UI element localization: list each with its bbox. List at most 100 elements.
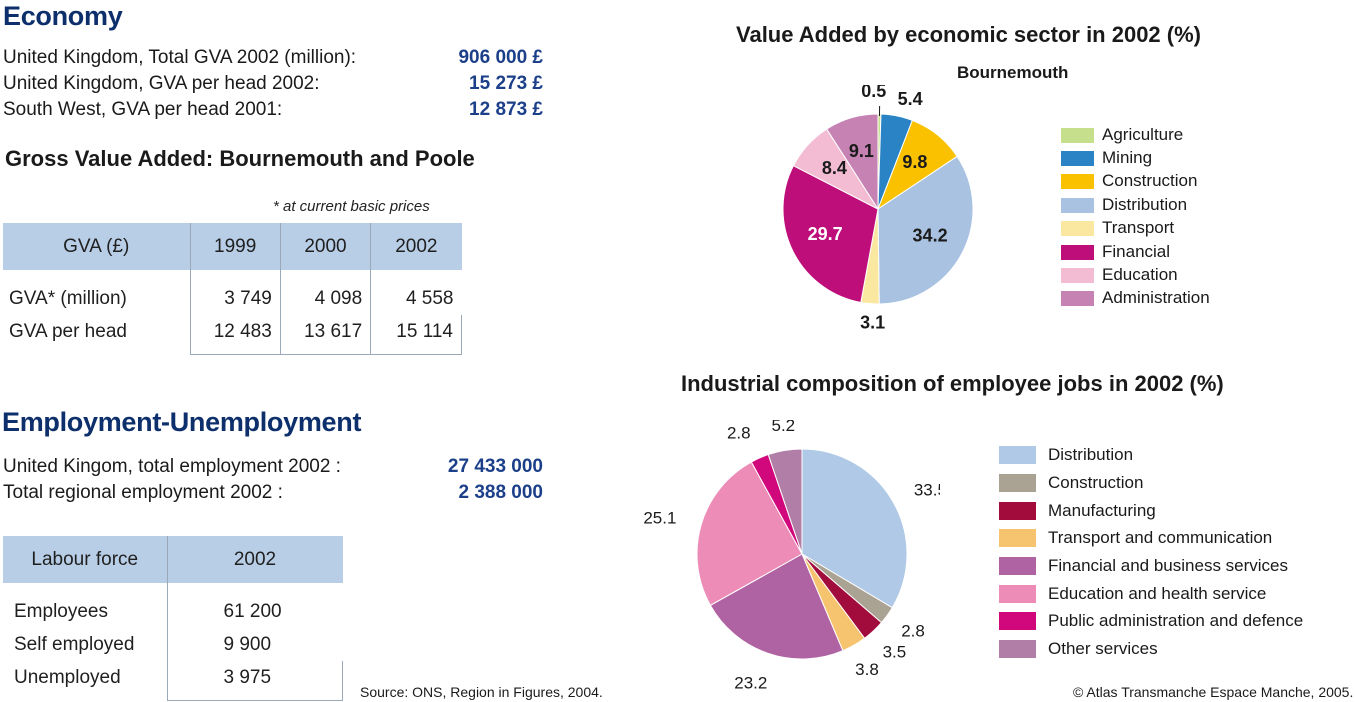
- legend-item: Construction: [999, 473, 1143, 493]
- legend-label: Manufacturing: [1048, 501, 1156, 520]
- legend-item: Public administration and defence: [999, 611, 1303, 631]
- legend-label: Public administration and defence: [1048, 611, 1304, 630]
- table-cell: 15 114: [370, 315, 462, 355]
- legend-swatch: [999, 640, 1036, 658]
- legend-swatch: [999, 585, 1036, 603]
- table-cell: 3 975: [166, 661, 343, 701]
- legend-item: Transport: [1061, 218, 1174, 238]
- table-cell: 4 098: [279, 270, 371, 315]
- legend-label: Financial and business services: [1048, 556, 1289, 575]
- pie-slice-label: 9.8: [902, 152, 927, 172]
- stat-label: United Kingdom, Total GVA 2002 (million)…: [3, 47, 357, 68]
- legend-label: Agriculture: [1102, 125, 1184, 144]
- stat-value: 27 433 000: [447, 456, 543, 477]
- legend-swatch: [999, 612, 1036, 630]
- table-header-row: GVA (£) 1999 2000 2002: [3, 223, 462, 270]
- table-cell: Employees: [14, 600, 108, 622]
- employee-jobs-pie-chart: 33.5 2.8 3.53.8 23.2 25.1 2.8 5.2: [643, 420, 940, 690]
- pie-slice: [877, 155, 974, 305]
- table-cell: 13 617: [279, 315, 371, 355]
- gva-title: Gross Value Added: Bournemouth and Poole: [5, 146, 475, 171]
- pie-slice-label: 2.8: [727, 423, 751, 442]
- legend-label: Other services: [1048, 639, 1158, 658]
- pie-slice: [709, 553, 844, 660]
- table-header: Labour force: [3, 536, 167, 583]
- legend-label: Distribution: [1102, 195, 1188, 214]
- table-header: 1999: [189, 223, 281, 270]
- legend-label: Transport and communication: [1048, 528, 1273, 547]
- gva-note: * at current basic prices: [273, 198, 430, 215]
- legend-swatch: [1061, 173, 1094, 189]
- legend-item: Financial and business services: [999, 556, 1288, 576]
- table-cell: 4 558: [370, 270, 462, 315]
- legend-item: Manufacturing: [999, 501, 1156, 521]
- stat-label: South West, GVA per head 2001:: [3, 99, 283, 120]
- table-row: Unemployed 3 975: [3, 661, 343, 701]
- pie-slice-label: 0.5: [861, 85, 886, 101]
- legend-label: Transport: [1102, 218, 1175, 237]
- legend-label: Education and health service: [1048, 584, 1267, 603]
- pie-slice-label: 3.1: [860, 312, 885, 332]
- legend-swatch: [1061, 150, 1094, 166]
- table-cell: Unemployed: [14, 666, 121, 688]
- legend-label: Administration: [1102, 288, 1210, 307]
- pie-slice: [825, 113, 879, 211]
- table-cell: Self employed: [14, 633, 135, 655]
- legend-swatch: [999, 474, 1036, 492]
- chart1-title: Value Added by economic sector in 2002 (…: [736, 22, 1201, 47]
- table-header: 2002: [166, 536, 343, 583]
- legend-item: Education and health service: [999, 584, 1266, 604]
- pie-slice-label: 3.5: [883, 643, 907, 662]
- pie-slice: [782, 165, 879, 304]
- pie-slice: [696, 461, 803, 607]
- pie-slice-label: 33.5: [914, 481, 940, 500]
- legend-item: Mining: [1061, 148, 1152, 168]
- table-row: Employees 61 200: [3, 583, 343, 628]
- legend-item: Agriculture: [1061, 125, 1183, 145]
- stat-value: 15 273 £: [469, 73, 543, 94]
- legend-swatch: [1061, 244, 1094, 260]
- pie-slice-label: 25.1: [643, 509, 676, 528]
- pie-slice-label: 8.4: [822, 158, 847, 178]
- stat-value: 12 873 £: [469, 99, 543, 120]
- legend-swatch: [1061, 267, 1094, 283]
- legend-item: Transport and communication: [999, 528, 1272, 548]
- table-cell: 61 200: [166, 583, 343, 628]
- pie-slice-label: 34.2: [913, 225, 948, 245]
- legend-item: Other services: [999, 639, 1158, 659]
- stat-value: 906 000 £: [458, 47, 543, 68]
- legend-swatch: [1061, 197, 1094, 213]
- table-header: 2000: [279, 223, 371, 270]
- legend-swatch: [999, 502, 1036, 520]
- legend-item: Distribution: [1061, 195, 1187, 215]
- legend-swatch: [999, 529, 1036, 547]
- table-header-row: Labour force 2002: [3, 536, 343, 583]
- chart2-title: Industrial composition of employee jobs …: [681, 371, 1224, 396]
- source-note: Source: ONS, Region in Figures, 2004.: [360, 684, 603, 700]
- legend-swatch: [1061, 220, 1094, 236]
- legend-label: Mining: [1102, 148, 1153, 167]
- table-cell: GVA* (million): [9, 287, 127, 309]
- stat-label: United Kingom, total employment 2002 :: [3, 456, 341, 477]
- table-row: GVA* (million) 3 749 4 098 4 558: [3, 270, 462, 315]
- pie-slice: [801, 448, 908, 609]
- legend-label: Distribution: [1048, 445, 1134, 464]
- table-cell: 9 900: [166, 628, 343, 661]
- legend-swatch: [1061, 127, 1094, 143]
- legend-item: Distribution: [999, 445, 1133, 465]
- stat-label: United Kingdom, GVA per head 2002:: [3, 73, 320, 94]
- pie-slice-label: 3.8: [855, 660, 879, 679]
- employment-title: Employment-Unemployment: [2, 407, 362, 437]
- stat-value: 2 388 000: [458, 482, 543, 503]
- economy-title: Economy: [3, 1, 123, 31]
- legend-label: Financial: [1102, 242, 1171, 261]
- pie-slice-label: 5.4: [898, 89, 923, 109]
- chart1-subtitle: Bournemouth: [957, 63, 1069, 82]
- table-cell: 3 749: [189, 270, 281, 315]
- pie-slice-label: 2.8: [901, 622, 925, 641]
- legend-label: Construction: [1048, 473, 1144, 492]
- legend-swatch: [999, 446, 1036, 464]
- pie-slice: [767, 448, 803, 555]
- legend-swatch: [1061, 290, 1094, 306]
- table-cell: 12 483: [189, 315, 281, 355]
